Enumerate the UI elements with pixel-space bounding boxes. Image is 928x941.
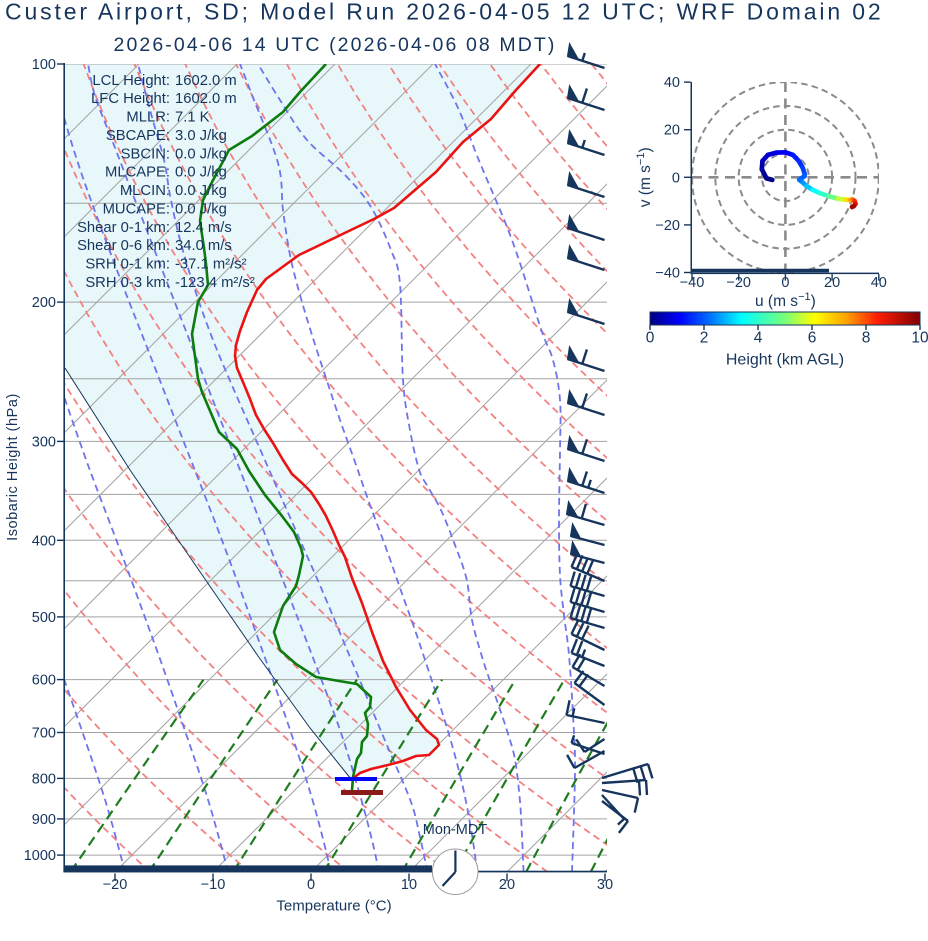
svg-text:−20: −20 (655, 218, 680, 234)
svg-text:100: 100 (32, 57, 56, 73)
svg-text:0.0 J/kg: 0.0 J/kg (175, 146, 227, 162)
svg-text:−20: −20 (726, 275, 751, 291)
svg-text:0.0 J/kg: 0.0 J/kg (175, 201, 227, 217)
svg-text:6: 6 (808, 330, 817, 347)
svg-text:40: 40 (664, 75, 680, 91)
svg-text:1602.0 m: 1602.0 m (175, 91, 237, 107)
svg-text:900: 900 (32, 812, 56, 828)
svg-text:SBCIN:: SBCIN: (121, 146, 170, 162)
svg-text:500: 500 (32, 610, 56, 626)
svg-text:1602.0 m: 1602.0 m (175, 73, 237, 89)
svg-text:800: 800 (32, 771, 56, 787)
svg-text:20: 20 (664, 123, 680, 139)
svg-text:Mon-MDT: Mon-MDT (423, 822, 488, 838)
svg-text:−40: −40 (655, 266, 680, 282)
svg-text:Temperature (°C): Temperature (°C) (276, 898, 391, 915)
svg-text:600: 600 (32, 673, 56, 689)
svg-text:Height (km AGL): Height (km AGL) (726, 352, 844, 369)
svg-text:0: 0 (307, 877, 315, 893)
svg-text:LFC Height:: LFC Height: (91, 91, 170, 107)
svg-text:10: 10 (911, 330, 928, 347)
svg-text:200: 200 (32, 295, 56, 311)
svg-text:8: 8 (862, 330, 871, 347)
svg-text:3.0 J/kg: 3.0 J/kg (175, 128, 227, 144)
svg-text:Custer Airport, SD; Model Run: Custer Airport, SD; Model Run 2026-04-05… (5, 0, 883, 25)
svg-text:4: 4 (754, 330, 763, 347)
svg-text:300: 300 (32, 434, 56, 450)
svg-text:40: 40 (871, 275, 887, 291)
svg-text:30: 30 (597, 877, 613, 893)
svg-text:2026-04-06 14 UTC (2026-04-06: 2026-04-06 14 UTC (2026-04-06 08 MDT) (114, 34, 557, 56)
svg-text:0: 0 (672, 170, 680, 186)
svg-text:MLCIN:: MLCIN: (120, 183, 170, 199)
svg-text:SBCAPE:: SBCAPE: (106, 128, 170, 144)
svg-text:−20: −20 (103, 877, 128, 893)
svg-text:Isobaric Height (hPa): Isobaric Height (hPa) (5, 393, 21, 541)
svg-text:7.1 K: 7.1 K (175, 110, 210, 126)
svg-text:20: 20 (824, 275, 840, 291)
svg-text:1000: 1000 (24, 848, 56, 864)
svg-text:Shear 0-6 km:: Shear 0-6 km: (77, 238, 170, 254)
svg-text:400: 400 (32, 533, 56, 549)
svg-text:20: 20 (499, 877, 515, 893)
svg-text:12.4 m/s: 12.4 m/s (175, 220, 232, 236)
svg-text:MLLR:: MLLR: (126, 110, 170, 126)
svg-text:LCL Height:: LCL Height: (92, 73, 170, 89)
svg-text:-123.4 m²/s²: -123.4 m²/s² (175, 275, 255, 291)
svg-text:10: 10 (401, 877, 417, 893)
svg-text:0.0 J/kg: 0.0 J/kg (175, 165, 227, 181)
svg-text:−10: −10 (201, 877, 226, 893)
svg-text:34.0 m/s: 34.0 m/s (175, 238, 232, 254)
svg-text:SRH 0-1 km:: SRH 0-1 km: (85, 257, 170, 273)
svg-text:MUCAPE:: MUCAPE: (103, 201, 170, 217)
svg-text:0: 0 (646, 330, 655, 347)
svg-text:-37.1 m²/s²: -37.1 m²/s² (175, 257, 247, 273)
svg-text:MLCAPE:: MLCAPE: (105, 165, 170, 181)
svg-text:Shear 0-1 km:: Shear 0-1 km: (77, 220, 170, 236)
svg-text:SRH 0-3 km:: SRH 0-3 km: (85, 275, 170, 291)
svg-text:700: 700 (32, 726, 56, 742)
svg-text:−40: −40 (680, 275, 705, 291)
svg-text:2: 2 (700, 330, 709, 347)
svg-text:0: 0 (781, 275, 789, 291)
svg-text:0.0 J/kg: 0.0 J/kg (175, 183, 227, 199)
